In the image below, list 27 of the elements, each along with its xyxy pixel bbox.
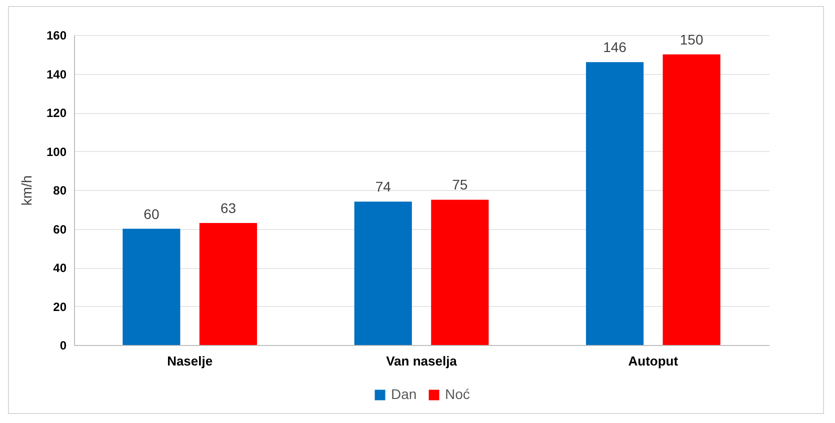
bar bbox=[586, 62, 644, 345]
bar bbox=[662, 54, 720, 345]
data-label: 74 bbox=[375, 178, 392, 195]
bar bbox=[431, 200, 489, 345]
data-label: 150 bbox=[680, 31, 704, 48]
y-tick-label: 80 bbox=[53, 184, 67, 198]
x-tick-label: Van naselja bbox=[386, 354, 458, 368]
data-label: 63 bbox=[220, 200, 236, 216]
legend-label: Noć bbox=[445, 386, 470, 402]
y-axis-title: km/h bbox=[18, 175, 34, 206]
y-tick-label: 40 bbox=[53, 261, 67, 275]
y-tick-label: 160 bbox=[46, 28, 67, 42]
y-tick-label: 60 bbox=[53, 222, 67, 236]
y-tick-label: 140 bbox=[46, 67, 67, 82]
legend-label: Dan bbox=[391, 386, 417, 402]
bar bbox=[354, 202, 412, 345]
y-tick-label: 0 bbox=[60, 338, 67, 352]
y-tick-label: 120 bbox=[46, 106, 67, 120]
bar bbox=[122, 228, 180, 345]
bar bbox=[199, 222, 258, 345]
data-label: 75 bbox=[452, 176, 468, 193]
x-tick-label: Autoput bbox=[628, 354, 679, 368]
data-label: 60 bbox=[144, 206, 160, 222]
x-tick-label: Naselje bbox=[167, 354, 213, 368]
y-tick-label: 20 bbox=[53, 300, 67, 314]
data-label: 146 bbox=[603, 39, 627, 56]
y-tick-label: 100 bbox=[46, 144, 67, 159]
